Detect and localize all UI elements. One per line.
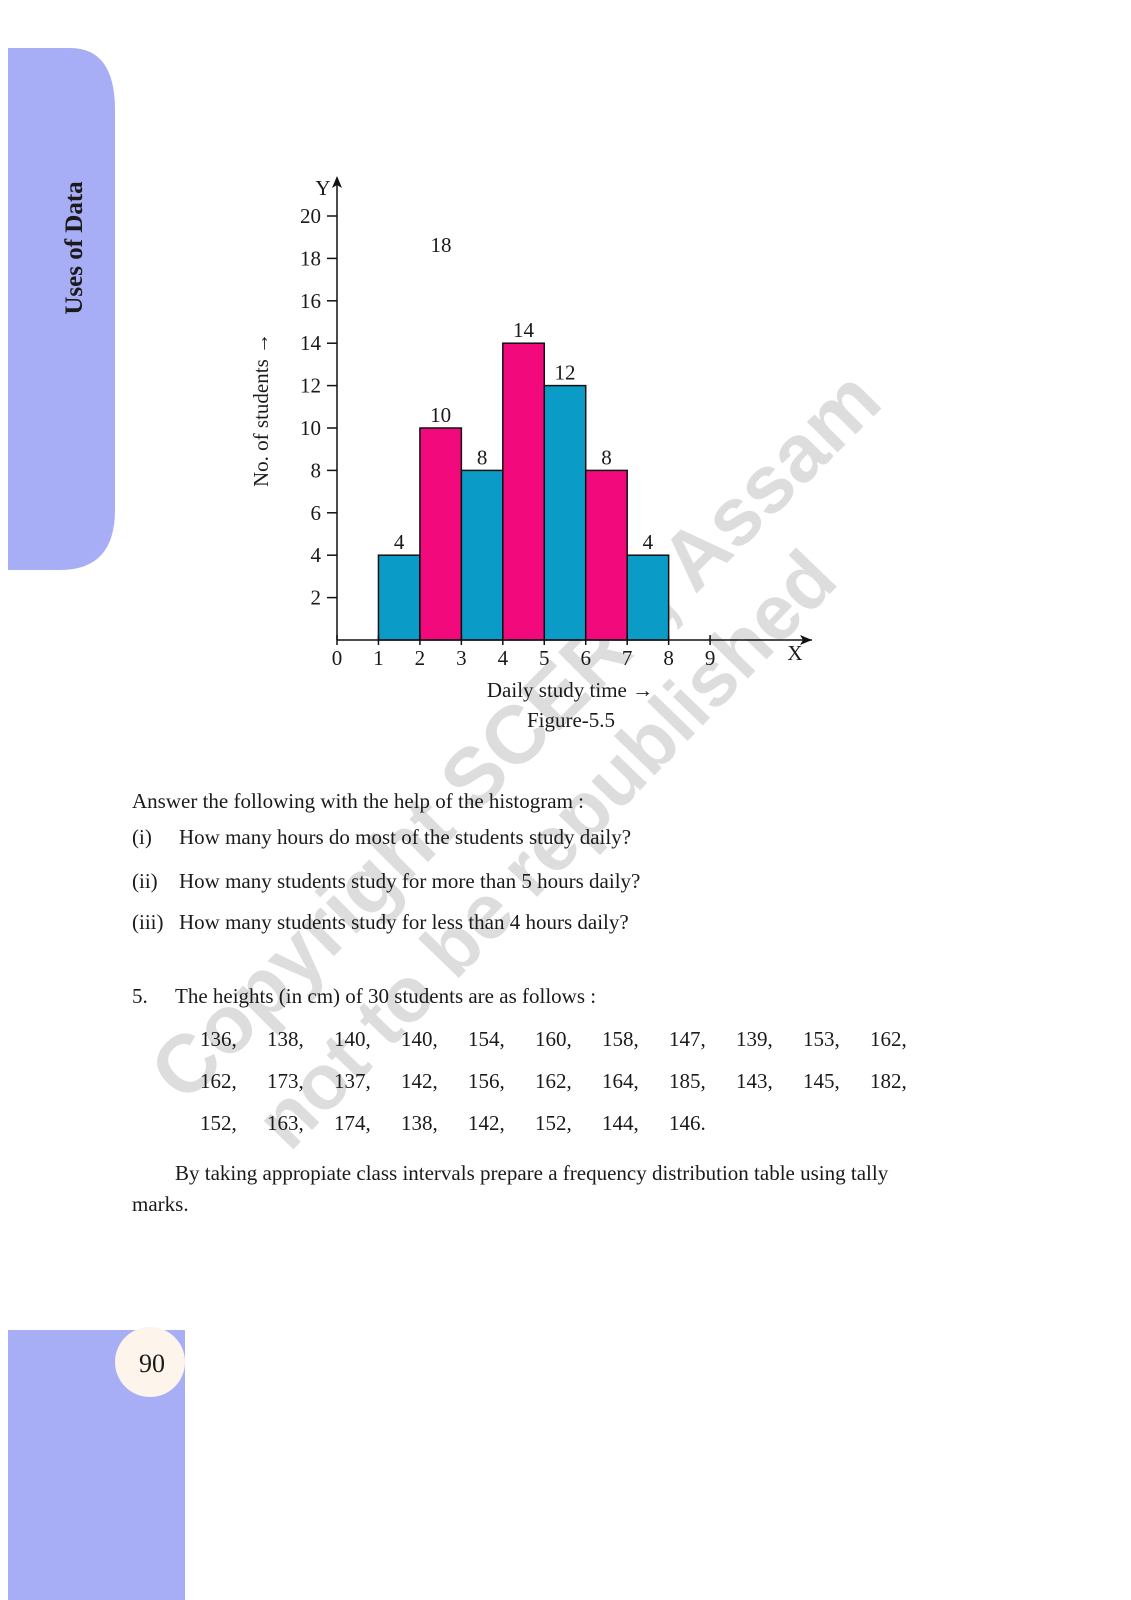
x-tick-label: 5 (539, 646, 550, 670)
instruction: By taking appropiate class intervals pre… (175, 1161, 889, 1185)
height-value: 138, (267, 1027, 304, 1051)
height-value: 142, (401, 1069, 438, 1093)
height-value: 154, (468, 1027, 505, 1051)
height-value: 158, (602, 1027, 639, 1051)
height-value: 142, (468, 1111, 505, 1135)
data-label: 4 (643, 530, 654, 554)
sidebar-title: Uses of Data (61, 181, 88, 315)
x-axis-name: X (787, 641, 802, 665)
question-text: How many students study for less than 4 … (179, 910, 629, 934)
bar (502, 342, 546, 641)
figure-caption: Figure-5.5 (527, 708, 615, 732)
y-axis-name: Y (315, 176, 330, 200)
y-arrow (332, 176, 342, 188)
question-label: (i) (132, 825, 152, 849)
footer-tab (8, 1330, 185, 1600)
bar (377, 554, 421, 641)
y-tick-label: 20 (300, 204, 321, 228)
y-tick-label: 10 (300, 416, 321, 440)
page-number: 90 (139, 1349, 165, 1378)
y-tick-label: 14 (300, 331, 322, 355)
x-tick-label: 3 (456, 646, 467, 670)
text-body: Answer the following with the help of th… (132, 789, 907, 1216)
height-value: 152, (535, 1111, 572, 1135)
x-tick-label: 0 (332, 646, 343, 670)
height-value: 144, (602, 1111, 639, 1135)
y-tick-label: 2 (311, 586, 322, 610)
y-tick-label: 18 (300, 246, 321, 270)
bar (543, 384, 587, 641)
y-tick-label: 12 (300, 374, 321, 398)
x-axis-label: Daily study time → (487, 678, 653, 702)
x-tick-label: 8 (663, 646, 674, 670)
y-axis-label: No. of students → (249, 333, 273, 487)
y-tick-label: 6 (311, 501, 322, 525)
problem-number: 5. (132, 984, 148, 1008)
height-value: 145, (803, 1069, 840, 1093)
x-tick-label: 6 (580, 646, 591, 670)
x-tick-label: 2 (415, 646, 426, 670)
y-tick-label: 8 (311, 458, 322, 482)
height-value: 140, (334, 1027, 371, 1051)
height-value: 152, (200, 1111, 237, 1135)
question-text: How many hours do most of the students s… (179, 825, 631, 849)
height-value: 164, (602, 1069, 639, 1093)
sidebar-tab (8, 48, 115, 570)
bar (626, 554, 670, 641)
data-label: 10 (430, 403, 451, 427)
height-value: 162, (200, 1069, 237, 1093)
bar (460, 469, 504, 641)
question-text: How many students study for more than 5 … (179, 869, 640, 893)
y-tick-label: 4 (311, 543, 322, 567)
height-value: 162, (870, 1027, 907, 1051)
instruction: marks. (132, 1192, 189, 1216)
height-value: 136, (200, 1027, 237, 1051)
height-value: 182, (870, 1069, 907, 1093)
height-value: 174, (334, 1111, 371, 1135)
question-label: (ii) (132, 869, 158, 893)
x-tick-label: 7 (622, 646, 633, 670)
x-tick-label: 4 (498, 646, 509, 670)
data-label: 8 (477, 445, 488, 469)
annotation: 18 (431, 233, 452, 257)
x-tick-label: 9 (705, 646, 716, 670)
height-value: 138, (401, 1111, 438, 1135)
x-arrow (800, 635, 812, 645)
height-value: 162, (535, 1069, 572, 1093)
questions-intro: Answer the following with the help of th… (132, 789, 584, 813)
page-number-badge (115, 1327, 185, 1397)
bar (419, 427, 463, 641)
height-value: 140, (401, 1027, 438, 1051)
height-value: 163, (267, 1111, 304, 1135)
data-label: 12 (555, 361, 576, 385)
height-value: 173, (267, 1069, 304, 1093)
data-label: 4 (394, 530, 405, 554)
data-label: 14 (513, 318, 535, 342)
height-value: 156, (468, 1069, 505, 1093)
height-value: 147, (669, 1027, 706, 1051)
x-tick-label: 1 (373, 646, 384, 670)
question-label: (iii) (132, 910, 164, 934)
height-value: 146. (669, 1111, 706, 1135)
height-value: 143, (736, 1069, 773, 1093)
height-value: 153, (803, 1027, 840, 1051)
data-label: 8 (601, 445, 612, 469)
problem-text: The heights (in cm) of 30 students are a… (175, 984, 596, 1008)
y-tick-label: 16 (300, 289, 321, 313)
height-value: 137, (334, 1069, 371, 1093)
height-value: 139, (736, 1027, 773, 1051)
height-value: 185, (669, 1069, 706, 1093)
height-value: 160, (535, 1027, 572, 1051)
bar (584, 469, 628, 641)
